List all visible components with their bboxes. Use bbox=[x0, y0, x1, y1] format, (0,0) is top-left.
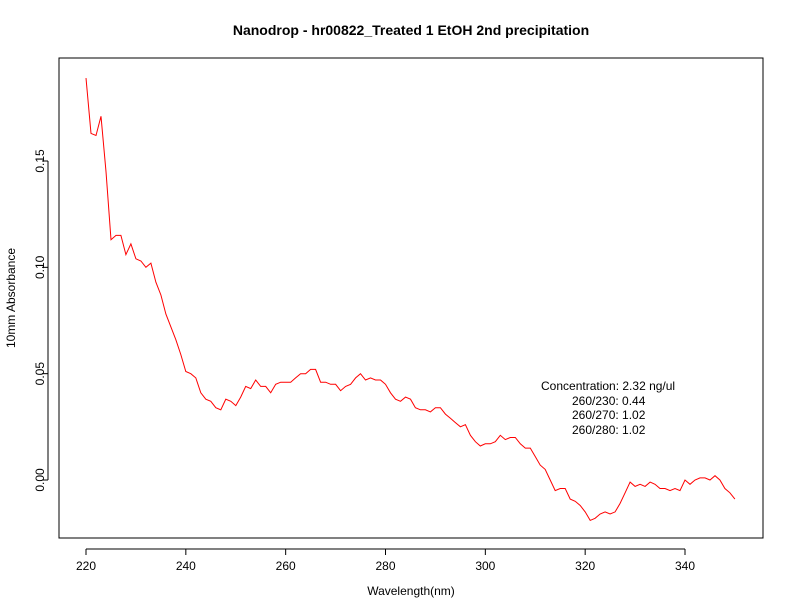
x-tick-label: 220 bbox=[76, 559, 96, 573]
x-tick-label: 260 bbox=[276, 559, 296, 573]
chart-title: Nanodrop - hr00822_Treated 1 EtOH 2nd pr… bbox=[233, 22, 589, 38]
y-axis: 0.00 0.05 0.10 0.15 bbox=[33, 149, 49, 492]
absorbance-line bbox=[85, 78, 736, 522]
y-tick-label: 0.05 bbox=[33, 362, 47, 386]
y-axis-label: 10mm Absorbance bbox=[4, 248, 18, 348]
annotation-260-230: 260/230: 0.44 bbox=[572, 394, 646, 408]
y-tick-label: 0.15 bbox=[33, 149, 47, 173]
x-tick-label: 240 bbox=[176, 559, 196, 573]
x-tick-label: 300 bbox=[475, 559, 495, 573]
annotation-260-270: 260/270: 1.02 bbox=[572, 408, 646, 422]
x-tick-label: 340 bbox=[675, 559, 695, 573]
annotation-260-280: 260/280: 1.02 bbox=[572, 423, 646, 437]
x-axis-label: Wavelength(nm) bbox=[367, 584, 455, 598]
x-axis: 220 240 260 280 300 320 340 bbox=[76, 548, 695, 573]
x-tick-label: 280 bbox=[375, 559, 395, 573]
annotation-concentration: Concentration: 2.32 ng/ul bbox=[541, 379, 675, 393]
x-tick-label: 320 bbox=[575, 559, 595, 573]
plot-frame bbox=[58, 57, 764, 539]
annotation-block: Concentration: 2.32 ng/ul 260/230: 0.44 … bbox=[541, 379, 675, 437]
y-tick-label: 0.10 bbox=[33, 255, 47, 279]
y-tick-label: 0.00 bbox=[33, 468, 47, 492]
